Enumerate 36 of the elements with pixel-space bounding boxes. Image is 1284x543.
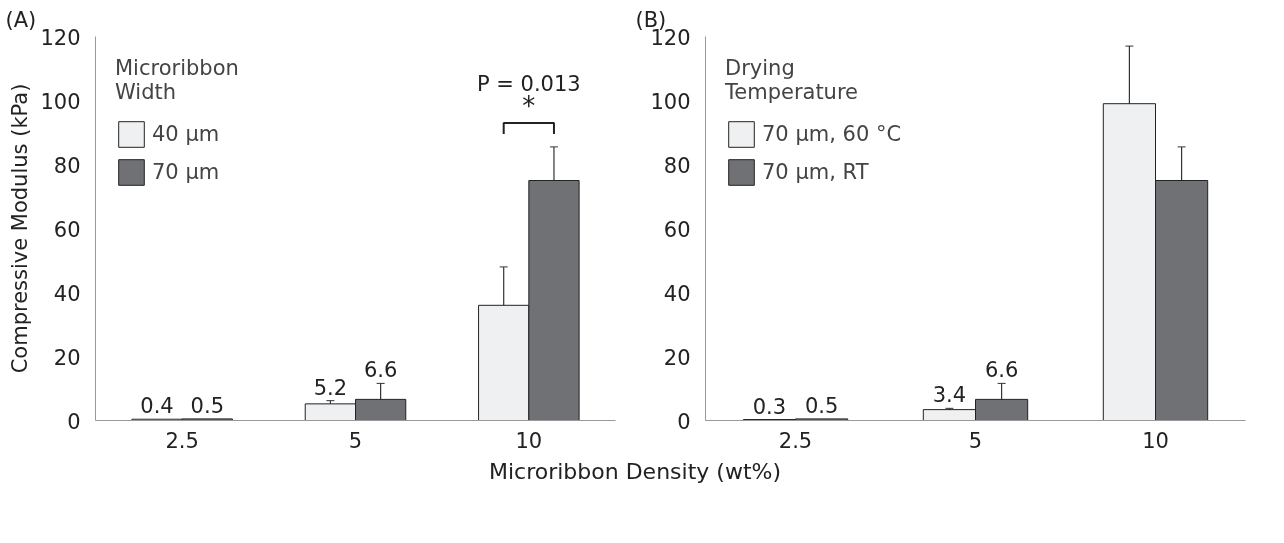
x-tick-label: 10 bbox=[1142, 428, 1169, 453]
y-tick-label: 60 bbox=[663, 217, 691, 242]
data-label: 0.4 bbox=[140, 394, 174, 419]
x-tick-label: 2.5 bbox=[165, 428, 199, 453]
data-label: 5.2 bbox=[313, 375, 348, 400]
legend-label: 40 µm bbox=[152, 122, 220, 146]
y-tick-label: 100 bbox=[40, 89, 81, 114]
y-tick-label: 40 bbox=[53, 281, 81, 306]
data-label: 0.3 bbox=[752, 394, 787, 419]
y-axis-title: Compressive Modulus (kPa) bbox=[8, 83, 33, 374]
legend-label: 70 µm bbox=[152, 160, 220, 184]
data-label: 3.4 bbox=[932, 383, 967, 408]
y-tick-label: 0 bbox=[67, 409, 81, 434]
data-label: 0.5 bbox=[804, 393, 839, 418]
data-label: 0.5 bbox=[190, 393, 225, 418]
x-tick-label: 5 bbox=[348, 428, 363, 453]
x-tick-label: 10 bbox=[515, 428, 543, 453]
legend-title: Microribbon Width bbox=[115, 56, 239, 104]
data-label: 6.6 bbox=[363, 358, 398, 383]
x-axis-title: Microribbon Density (wt%) bbox=[488, 458, 781, 486]
x-tick-label: 5 bbox=[968, 428, 983, 453]
y-tick-label: 100 bbox=[650, 89, 691, 114]
y-tick-label: 20 bbox=[53, 345, 81, 370]
y-tick-label: 0 bbox=[677, 409, 691, 434]
y-tick-label: 80 bbox=[53, 153, 81, 178]
data-label: 6.6 bbox=[984, 358, 1019, 383]
x-tick-label: 2.5 bbox=[778, 428, 813, 453]
y-tick-label: 20 bbox=[663, 345, 691, 370]
y-tick-label: 40 bbox=[663, 281, 691, 306]
legend-title: Drying Temperature bbox=[725, 56, 860, 104]
y-tick-label: 60 bbox=[53, 217, 81, 242]
legend-label: 70 µm, 60 °C bbox=[762, 122, 902, 146]
legend-label: 70 µm, RT bbox=[762, 160, 869, 184]
y-tick-label: 80 bbox=[663, 153, 691, 178]
y-tick-label: 120 bbox=[40, 25, 81, 50]
chart-title: (A) bbox=[5, 7, 37, 32]
